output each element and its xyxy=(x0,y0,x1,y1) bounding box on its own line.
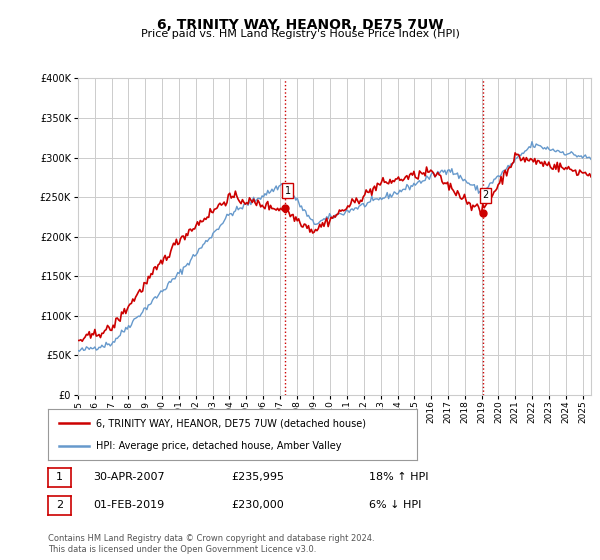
Text: 6% ↓ HPI: 6% ↓ HPI xyxy=(369,500,421,510)
Text: 18% ↑ HPI: 18% ↑ HPI xyxy=(369,472,428,482)
Text: 6, TRINITY WAY, HEANOR, DE75 7UW (detached house): 6, TRINITY WAY, HEANOR, DE75 7UW (detach… xyxy=(96,418,366,428)
Text: Contains HM Land Registry data © Crown copyright and database right 2024.: Contains HM Land Registry data © Crown c… xyxy=(48,534,374,543)
Text: 2: 2 xyxy=(482,190,488,200)
Text: 1: 1 xyxy=(56,472,63,482)
Text: HPI: Average price, detached house, Amber Valley: HPI: Average price, detached house, Ambe… xyxy=(96,441,341,451)
Text: 2: 2 xyxy=(56,500,63,510)
Text: Price paid vs. HM Land Registry's House Price Index (HPI): Price paid vs. HM Land Registry's House … xyxy=(140,29,460,39)
Text: 6, TRINITY WAY, HEANOR, DE75 7UW: 6, TRINITY WAY, HEANOR, DE75 7UW xyxy=(157,18,443,32)
Text: 1: 1 xyxy=(285,186,291,196)
Text: £230,000: £230,000 xyxy=(231,500,284,510)
Text: £235,995: £235,995 xyxy=(231,472,284,482)
Text: This data is licensed under the Open Government Licence v3.0.: This data is licensed under the Open Gov… xyxy=(48,545,316,554)
Text: 01-FEB-2019: 01-FEB-2019 xyxy=(93,500,164,510)
Text: 30-APR-2007: 30-APR-2007 xyxy=(93,472,164,482)
